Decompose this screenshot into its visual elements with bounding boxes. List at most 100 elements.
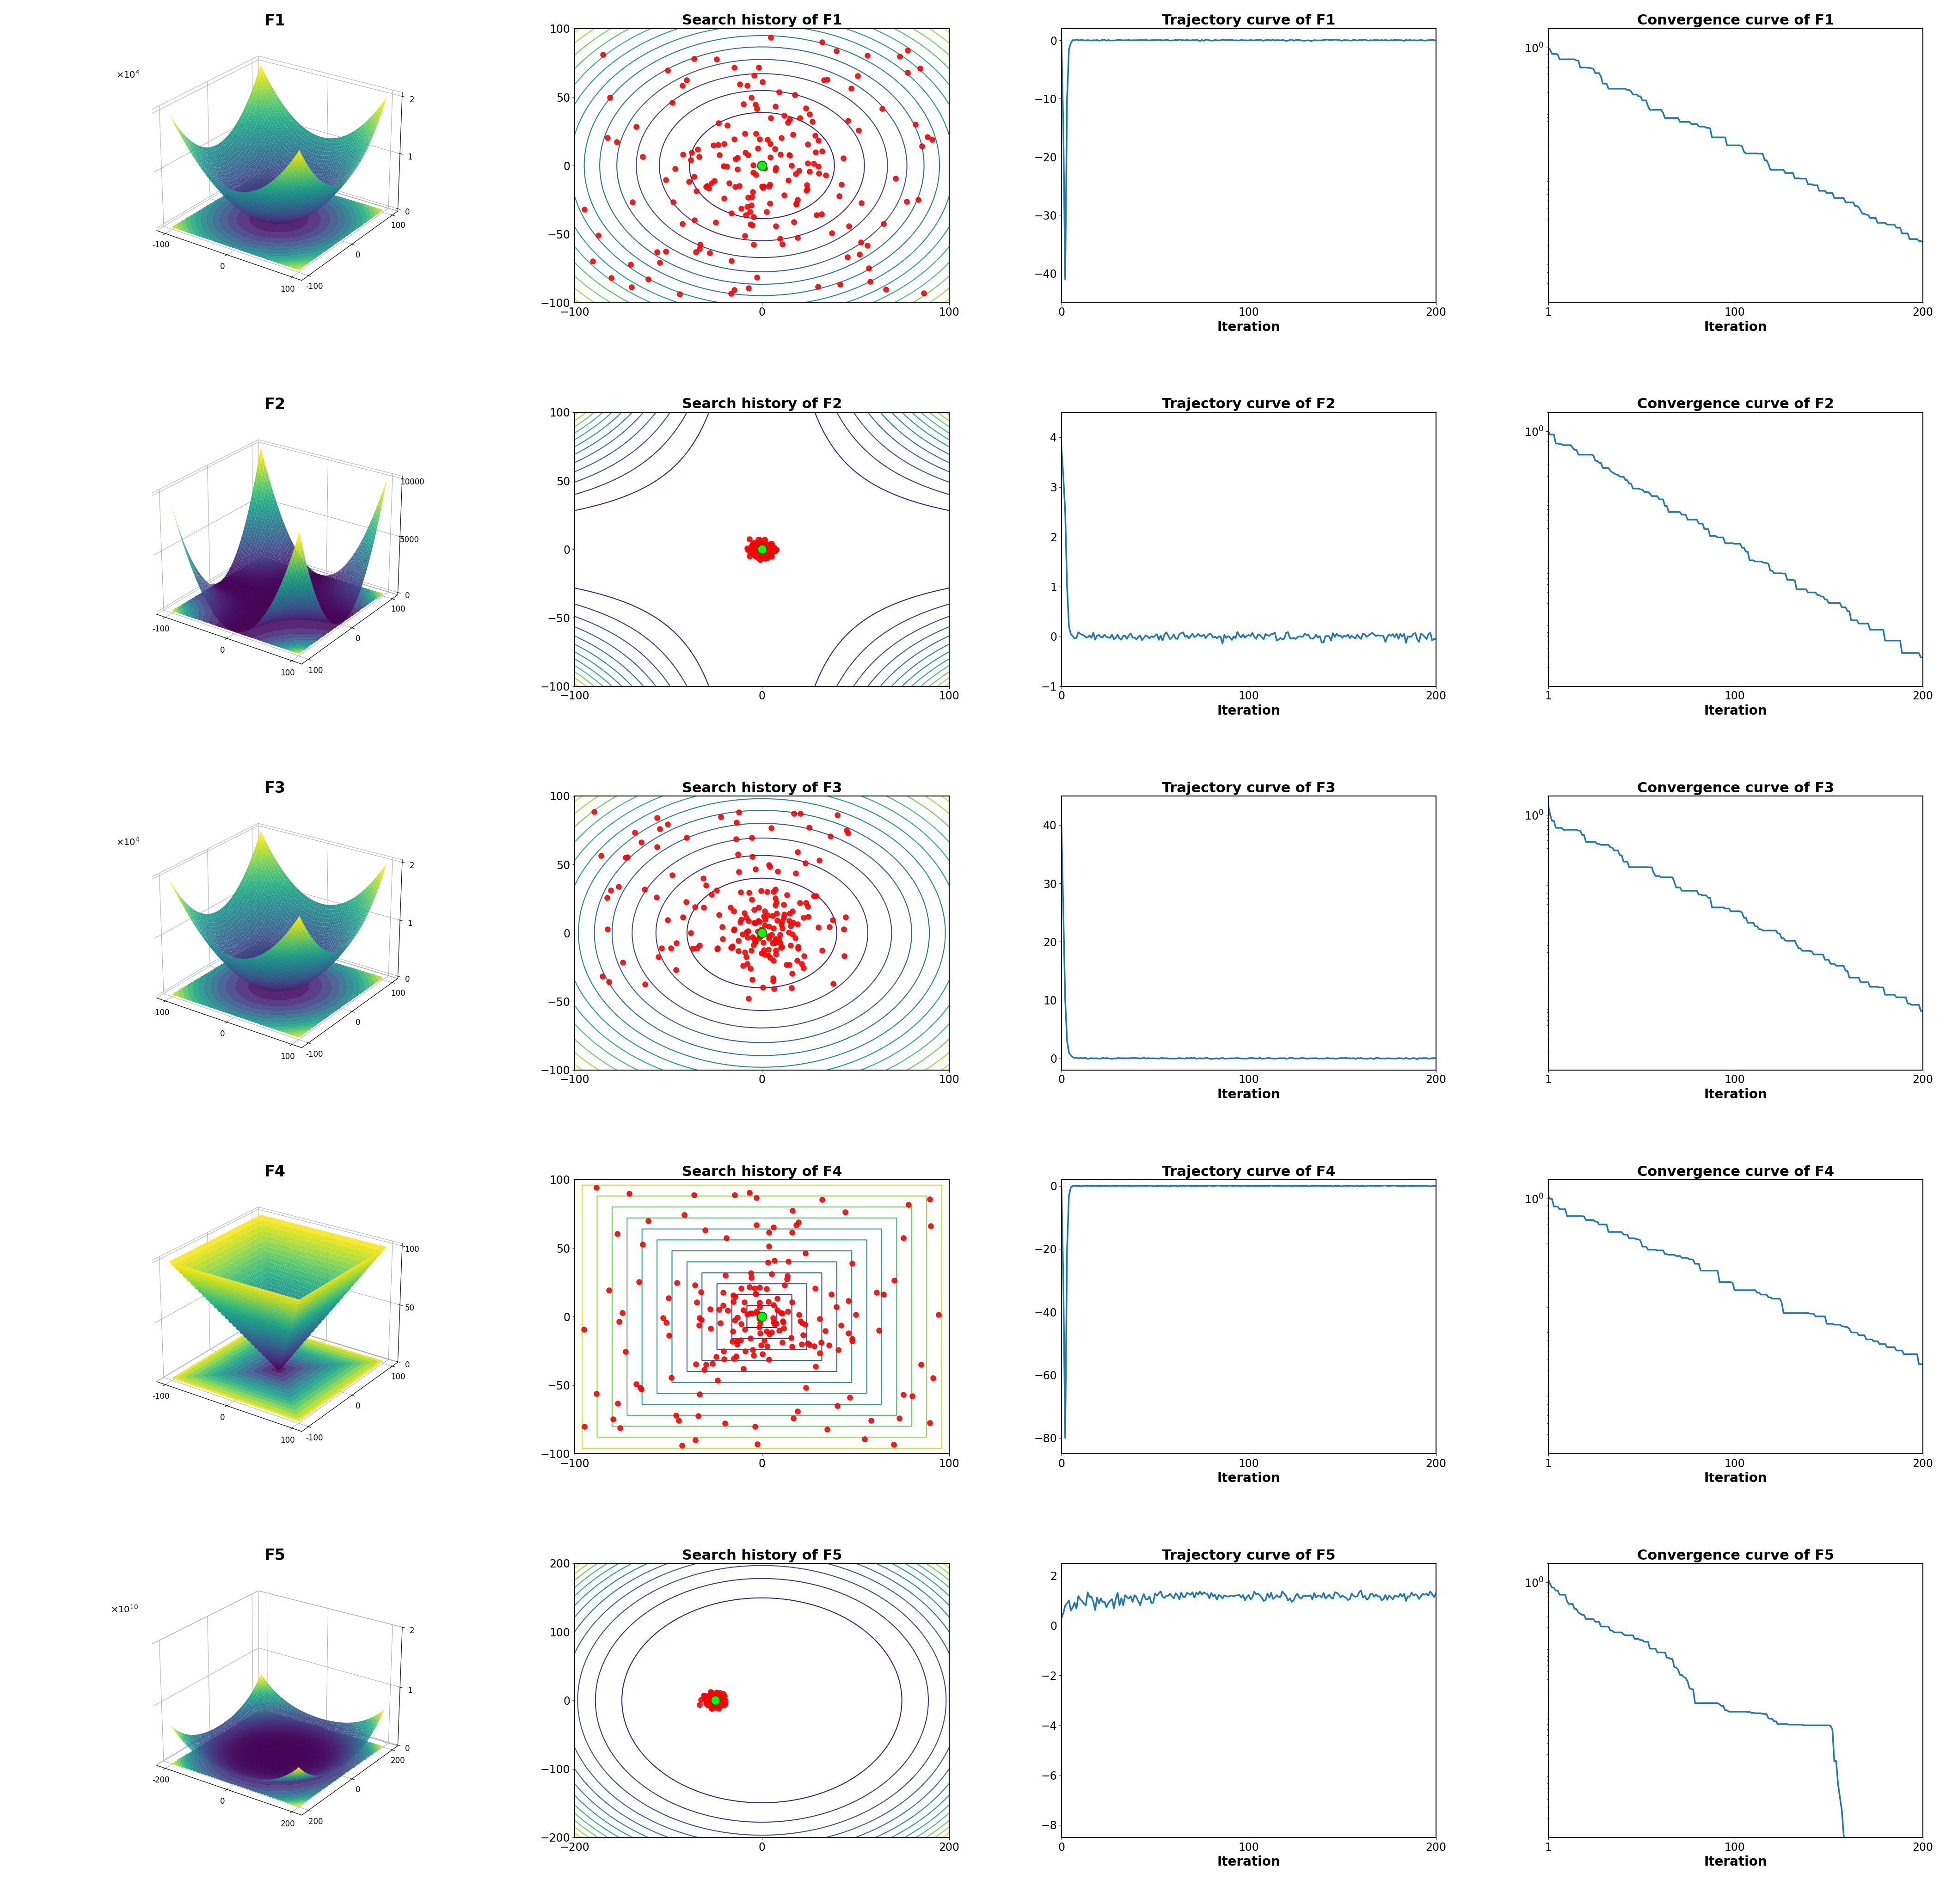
Point	[740, 539, 771, 569]
Point	[878, 1430, 910, 1460]
Point	[699, 1683, 730, 1714]
Point	[705, 1679, 736, 1710]
Point	[705, 802, 736, 832]
Point	[722, 1302, 753, 1333]
Point	[738, 908, 769, 939]
Point	[761, 857, 793, 887]
Point	[752, 541, 783, 571]
Point	[701, 1689, 732, 1719]
Point	[673, 166, 705, 196]
Point	[763, 920, 794, 950]
Point	[732, 190, 763, 221]
Point	[755, 535, 787, 565]
Point	[814, 821, 845, 851]
Point	[738, 1340, 769, 1371]
Point	[748, 531, 779, 562]
Point	[750, 910, 781, 941]
Title: Convergence curve of F3: Convergence curve of F3	[1638, 781, 1835, 794]
Point	[748, 171, 779, 202]
Point	[757, 963, 789, 994]
Point	[746, 533, 777, 564]
Point	[697, 1687, 728, 1717]
Point	[709, 1691, 740, 1721]
Point	[722, 798, 753, 828]
Point	[736, 935, 767, 965]
Point	[742, 1428, 773, 1458]
Point	[695, 1687, 726, 1717]
Point	[753, 531, 785, 562]
Point	[767, 1327, 798, 1358]
Point	[679, 1424, 711, 1455]
Point	[621, 110, 652, 141]
Point	[834, 1382, 865, 1413]
Point	[777, 120, 808, 150]
Point	[730, 118, 761, 149]
Point	[681, 933, 712, 963]
Point	[744, 533, 775, 564]
Point	[742, 537, 773, 567]
Point	[691, 1687, 722, 1717]
Point	[601, 1388, 632, 1418]
Point	[582, 1173, 613, 1203]
Point	[691, 171, 722, 202]
Point	[744, 923, 775, 954]
Point	[746, 535, 777, 565]
Point	[752, 539, 783, 569]
Point	[695, 1295, 726, 1325]
Point	[726, 192, 757, 223]
Point	[765, 1297, 796, 1327]
Point	[689, 893, 720, 923]
Point	[746, 527, 777, 558]
Point	[593, 967, 625, 998]
Point	[843, 116, 874, 147]
Point	[834, 1285, 865, 1316]
Point	[693, 1683, 724, 1714]
Point	[794, 156, 826, 187]
Point	[777, 920, 808, 950]
Point	[753, 531, 785, 562]
Point	[646, 933, 677, 963]
Point	[808, 65, 839, 95]
Point	[753, 935, 785, 965]
Point	[738, 529, 769, 560]
Point	[878, 1264, 910, 1295]
Point	[697, 1677, 728, 1708]
Point	[703, 1681, 734, 1712]
Point	[914, 1184, 945, 1215]
Point	[709, 1278, 740, 1308]
X-axis label: Iteration: Iteration	[1218, 704, 1281, 718]
Point	[755, 537, 787, 567]
Point	[705, 1687, 736, 1717]
Point	[765, 910, 796, 941]
Point	[759, 533, 791, 564]
Point	[798, 149, 830, 179]
Point	[732, 916, 763, 946]
Point	[716, 1327, 748, 1358]
Point	[744, 1272, 775, 1302]
Point	[699, 166, 730, 196]
Point	[695, 1687, 726, 1717]
Point	[783, 836, 814, 866]
Point	[752, 535, 783, 565]
Point	[744, 1308, 775, 1339]
Point	[701, 1685, 732, 1716]
Point	[724, 171, 755, 202]
Title: Convergence curve of F1: Convergence curve of F1	[1638, 13, 1835, 27]
Point	[691, 171, 722, 202]
Point	[701, 208, 732, 238]
Point	[759, 535, 791, 565]
Point	[609, 842, 640, 872]
Point	[740, 160, 771, 190]
Title: Search history of F2: Search history of F2	[681, 398, 841, 411]
Point	[685, 1304, 716, 1335]
Point	[701, 1677, 732, 1708]
Point	[707, 1689, 738, 1719]
Point	[742, 539, 773, 569]
Point	[767, 931, 798, 962]
Point	[773, 950, 804, 981]
Point	[718, 274, 750, 305]
Point	[724, 857, 755, 887]
Point	[734, 1272, 765, 1302]
Point	[841, 61, 873, 91]
Point	[709, 1685, 740, 1716]
